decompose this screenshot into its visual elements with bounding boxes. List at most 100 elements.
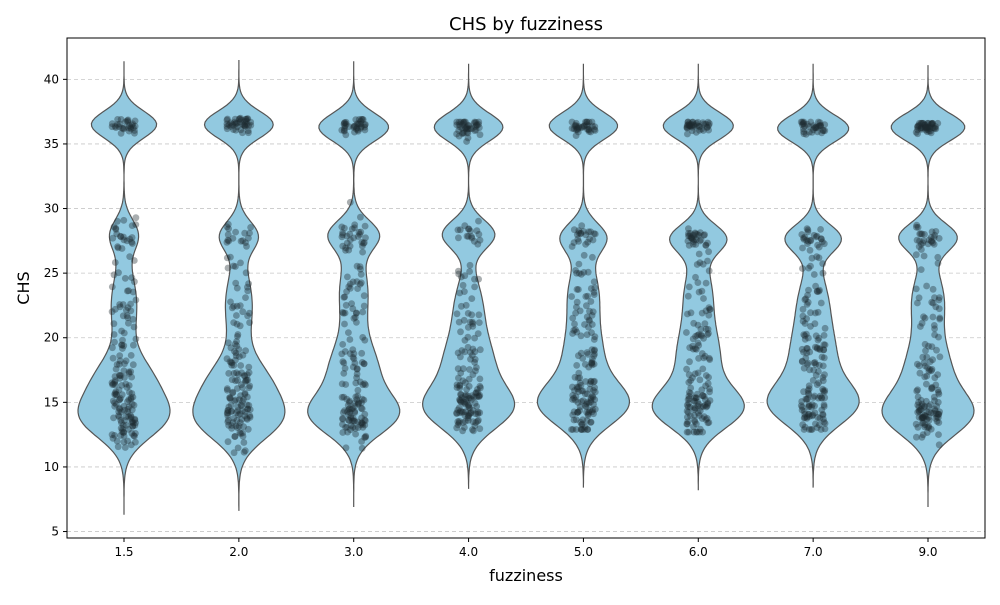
data-point xyxy=(914,408,922,416)
data-point xyxy=(239,308,247,316)
data-point xyxy=(589,392,596,400)
data-point xyxy=(812,420,819,428)
data-point xyxy=(349,278,357,286)
data-point xyxy=(244,425,252,433)
data-point xyxy=(814,345,821,352)
data-point xyxy=(111,377,119,384)
data-point xyxy=(929,285,937,293)
data-point xyxy=(349,346,357,354)
data-point xyxy=(473,121,481,129)
data-point xyxy=(570,125,578,133)
data-point xyxy=(922,397,930,405)
data-point xyxy=(693,261,701,268)
data-point xyxy=(690,236,698,244)
data-point xyxy=(810,366,818,374)
data-point xyxy=(684,310,691,318)
data-point xyxy=(932,410,940,418)
data-point xyxy=(921,403,928,411)
data-point xyxy=(464,233,472,240)
y-tick-label: 15 xyxy=(44,395,59,409)
data-point xyxy=(223,223,231,231)
data-point xyxy=(922,123,930,131)
data-point xyxy=(462,392,469,400)
data-point xyxy=(348,405,355,413)
data-point xyxy=(935,410,943,418)
data-point xyxy=(235,346,243,353)
data-point xyxy=(573,303,580,311)
data-point xyxy=(455,127,463,134)
data-point xyxy=(820,341,828,348)
data-point xyxy=(915,407,923,415)
data-point xyxy=(471,119,478,127)
data-point xyxy=(230,303,238,310)
data-point xyxy=(340,359,348,367)
data-point xyxy=(815,394,822,402)
data-point xyxy=(687,377,694,384)
data-point xyxy=(801,423,809,431)
data-point xyxy=(124,437,131,445)
data-point xyxy=(350,234,358,242)
data-point xyxy=(354,126,362,134)
data-point xyxy=(353,120,361,127)
data-point xyxy=(124,405,132,413)
data-point xyxy=(925,416,933,424)
data-point xyxy=(237,392,244,399)
data-point xyxy=(361,421,369,429)
data-point xyxy=(921,421,929,429)
data-point xyxy=(476,236,484,244)
data-point xyxy=(456,409,463,417)
data-point xyxy=(696,237,704,245)
data-point xyxy=(586,235,593,243)
data-point xyxy=(353,124,361,132)
data-point xyxy=(246,413,254,421)
data-point xyxy=(225,370,233,377)
data-point xyxy=(697,236,705,244)
data-point xyxy=(116,375,124,382)
data-point xyxy=(705,248,712,256)
data-point xyxy=(132,296,140,304)
data-point xyxy=(812,124,820,132)
data-point xyxy=(578,270,585,278)
data-point xyxy=(357,124,365,132)
data-point xyxy=(569,330,576,337)
data-point xyxy=(700,295,707,302)
data-point xyxy=(111,373,119,380)
data-point xyxy=(113,437,121,445)
data-point xyxy=(695,400,703,408)
data-point xyxy=(814,128,821,136)
data-point xyxy=(114,121,121,128)
data-point xyxy=(819,260,827,267)
data-point xyxy=(461,336,469,344)
data-point xyxy=(591,284,599,292)
data-point xyxy=(591,127,599,134)
data-point xyxy=(339,429,347,436)
data-point xyxy=(454,418,462,426)
data-point xyxy=(932,303,940,311)
data-point xyxy=(932,415,939,422)
data-point xyxy=(814,288,821,295)
data-point xyxy=(130,341,137,349)
data-point xyxy=(455,234,462,242)
data-point xyxy=(809,377,817,384)
data-point xyxy=(461,424,468,431)
data-point xyxy=(345,329,352,336)
data-point xyxy=(936,315,944,323)
data-point xyxy=(116,303,124,311)
data-point xyxy=(130,401,138,409)
data-point xyxy=(927,127,934,135)
data-point xyxy=(349,414,357,422)
data-point xyxy=(461,118,468,126)
data-point xyxy=(475,275,482,283)
data-point xyxy=(574,409,581,416)
data-point xyxy=(812,343,819,351)
data-point xyxy=(813,287,821,295)
data-point xyxy=(924,364,931,371)
data-point xyxy=(808,128,816,136)
data-point xyxy=(243,115,251,123)
data-point xyxy=(928,298,936,306)
data-point xyxy=(686,344,694,351)
data-point xyxy=(469,318,476,326)
data-point xyxy=(582,231,590,239)
data-point xyxy=(234,331,242,338)
data-point xyxy=(346,399,353,406)
